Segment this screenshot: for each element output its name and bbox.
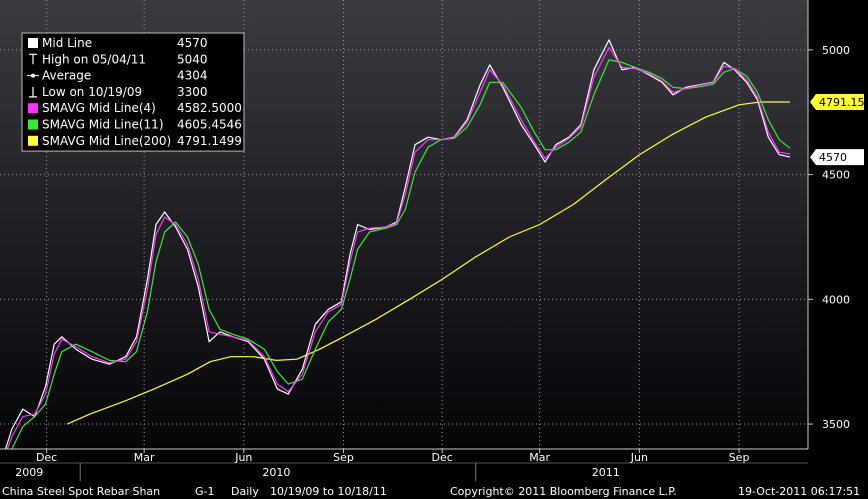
legend-value-2: 4304 [177, 69, 208, 83]
x-tick-label-5: Mar [529, 451, 550, 464]
legend-swatch-4 [28, 103, 38, 114]
legend-value-4: 4582.5000 [177, 101, 242, 115]
y-tick-label-0: 3500 [822, 418, 850, 431]
series-line-1 [0, 46, 791, 470]
y-tick-label-2: 4500 [822, 169, 850, 182]
axis-background [808, 0, 868, 449]
legend-swatch-5 [28, 119, 38, 130]
value-tag-bg-1 [810, 149, 864, 166]
x-tick-label-3: Sep [333, 451, 354, 464]
x-year-label-1: 2010 [262, 466, 290, 479]
y-axis: 3500 4000 4500 5000 [807, 0, 850, 449]
x-axis-band [0, 449, 868, 481]
x-tick-label-1: Mar [134, 451, 155, 464]
x-tick-label-4: Dec [431, 451, 452, 464]
x-year-label-0: 2009 [15, 466, 43, 479]
legend-label-6: SMAVG Mid Line(200) [42, 134, 171, 148]
legend-label-0: Mid Line [42, 36, 92, 50]
legend-swatch-6 [28, 135, 38, 146]
legend-label-3: Low on 10/19/09 [42, 85, 142, 99]
legend-avg-dot [31, 73, 35, 78]
legend-label-2: Average [42, 69, 91, 83]
x-tick-label-2: Jun [234, 451, 252, 464]
legend-swatch-0 [28, 38, 38, 48]
series-lines [0, 39, 791, 472]
footer-range: 10/19/09 to 10/18/11 [270, 485, 387, 498]
footer-copyright: Copyright© 2011 Bloomberg Finance L.P. [450, 485, 677, 498]
series-line-2 [0, 59, 791, 472]
legend-value-6: 4791.1499 [177, 134, 242, 148]
legend-high-marker [29, 53, 37, 65]
legend-label-5: SMAVG Mid Line(11) [42, 118, 164, 132]
value-tags: 4791.15 4570 [810, 93, 865, 166]
x-year-label-2: 2011 [592, 466, 620, 479]
value-tag-1: 4570 [819, 151, 847, 164]
footer-title: China Steel Spot Rebar Shan [2, 485, 160, 498]
series-line-0 [0, 39, 791, 467]
legend-label-1: High on 05/04/11 [42, 52, 146, 66]
footer-bar: China Steel Spot Rebar Shan G-1 Daily 10… [0, 481, 868, 499]
legend-value-1: 5040 [177, 52, 208, 66]
x-tick-label-7: Sep [729, 451, 750, 464]
legend: Mid Line 4570 High on 05/04/11 5040 Average 4… [21, 32, 245, 152]
footer-timestamp: 19-Oct-2011 06:17:51 [738, 485, 860, 498]
value-tag-0: 4791.15 [819, 96, 865, 109]
legend-value-5: 4605.4546 [177, 118, 242, 132]
footer-period: Daily [231, 485, 259, 498]
series-line-3 [66, 101, 790, 425]
y-tick-label-1: 4000 [822, 293, 850, 306]
footer-code: G-1 [195, 485, 215, 498]
legend-low-marker [29, 86, 37, 98]
y-tick-label-3: 5000 [822, 44, 850, 57]
legend-label-4: SMAVG Mid Line(4) [42, 101, 156, 115]
legend-value-0: 4570 [177, 36, 208, 50]
x-tick-label-0: Dec [36, 451, 57, 464]
legend-value-3: 3300 [177, 85, 208, 99]
x-tick-label-6: Jun [630, 451, 648, 464]
x-axis: Dec Mar Jun Sep Dec Mar Jun Sep 2009 2010 2011 [0, 448, 868, 481]
value-tag-bg-0 [810, 93, 864, 110]
legend-box [21, 32, 245, 152]
